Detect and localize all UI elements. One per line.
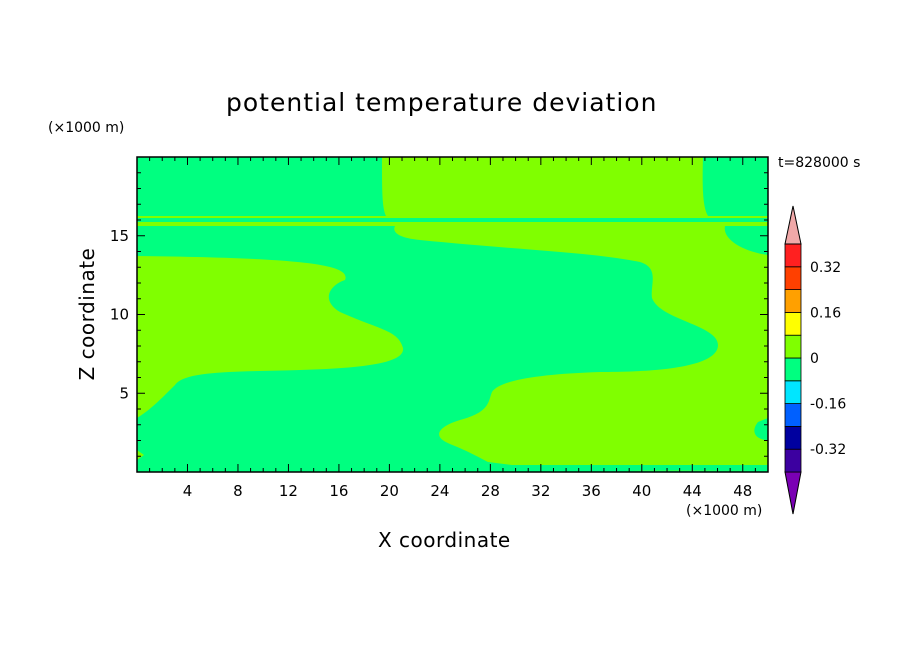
x-tick-label: 36 <box>582 482 601 500</box>
chart-title: potential temperature deviation <box>226 88 658 117</box>
y-tick-label: 10 <box>110 306 129 324</box>
colorbar-segment <box>784 266 802 290</box>
timestamp-label: t=828000 s <box>778 155 861 171</box>
colorbar-tick-label: 0 <box>810 351 819 367</box>
x-axis: 4 8 12 16 20 24 28 32 36 40 44 48 <box>136 157 769 500</box>
y-unit-label: (×1000 m) <box>48 120 125 136</box>
contour-band <box>137 226 768 472</box>
x-tick-label: 12 <box>279 482 298 500</box>
y-axis-label: Z coordinate <box>75 247 99 381</box>
colorbar: 0.32 0.16 0 -0.16 -0.32 <box>784 205 846 515</box>
contour-band <box>137 157 386 216</box>
x-axis-label: X coordinate <box>378 528 511 552</box>
x-tick-label: 44 <box>683 482 702 500</box>
y-tick-label: 5 <box>119 384 129 402</box>
colorbar-segment <box>784 357 802 382</box>
x-tick-label: 48 <box>733 482 752 500</box>
y-axis: 5 10 15 <box>110 156 768 473</box>
y-tick-label: 15 <box>110 227 129 245</box>
colorbar-segment <box>784 289 802 313</box>
colorbar-segment <box>784 334 802 359</box>
x-tick-label: 20 <box>380 482 399 500</box>
contour-band <box>137 465 768 470</box>
x-tick-label: 32 <box>531 482 550 500</box>
colorbar-segment <box>784 380 802 404</box>
contour-field <box>137 157 768 472</box>
x-tick-label: 4 <box>183 482 193 500</box>
x-unit-label: (×1000 m) <box>686 503 763 519</box>
colorbar-segment <box>784 425 802 450</box>
colorbar-extend-low <box>784 471 802 515</box>
x-tick-label: 28 <box>481 482 500 500</box>
x-tick-label: 8 <box>233 482 243 500</box>
colorbar-tick-label: -0.32 <box>810 442 846 458</box>
colorbar-segment <box>784 448 802 473</box>
colorbar-extend-high <box>784 205 802 245</box>
contour-band <box>137 218 768 222</box>
colorbar-segment <box>784 311 802 336</box>
colorbar-tick-label: -0.16 <box>810 397 846 413</box>
colorbar-tick-label: 0.16 <box>810 305 841 321</box>
contour-band <box>724 226 768 255</box>
x-tick-label: 16 <box>329 482 348 500</box>
x-tick-label: 40 <box>632 482 651 500</box>
colorbar-tick-label: 0.32 <box>810 260 841 276</box>
x-tick-label: 24 <box>430 482 449 500</box>
colorbar-segment <box>784 403 802 427</box>
contour-band <box>702 157 768 216</box>
colorbar-segment <box>784 243 802 268</box>
